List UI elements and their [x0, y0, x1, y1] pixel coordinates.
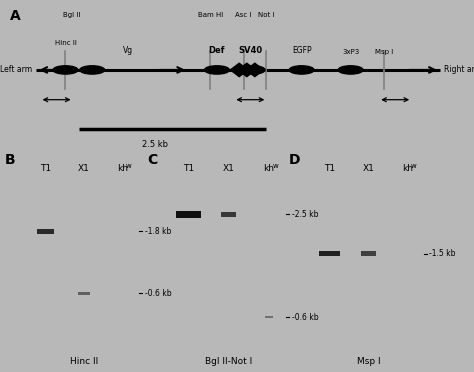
Circle shape [204, 66, 229, 74]
Text: Def: Def [209, 46, 225, 55]
Text: 2.5 kb: 2.5 kb [142, 140, 168, 149]
Polygon shape [230, 63, 248, 77]
Text: Hinc II: Hinc II [55, 40, 76, 46]
Text: C: C [147, 153, 157, 167]
Text: -0.6 kb: -0.6 kb [145, 289, 171, 298]
Text: 3xP3: 3xP3 [342, 49, 359, 55]
Text: X1: X1 [78, 164, 90, 173]
Text: SV40: SV40 [238, 46, 263, 55]
Text: T1: T1 [324, 164, 336, 173]
Bar [265, 316, 273, 318]
Bar [176, 211, 201, 218]
Circle shape [338, 66, 363, 74]
Text: w: w [126, 163, 132, 169]
Bar [78, 292, 91, 295]
Text: Bgl II-Not I: Bgl II-Not I [205, 357, 252, 366]
Text: Asc I: Asc I [236, 12, 252, 18]
Text: Left arm: Left arm [0, 65, 32, 74]
Text: T1: T1 [183, 164, 194, 173]
Bar [319, 251, 340, 256]
Text: -1.8 kb: -1.8 kb [145, 227, 171, 236]
Circle shape [53, 66, 78, 74]
Text: kh: kh [118, 164, 128, 173]
Bar [37, 229, 54, 234]
Text: B: B [5, 153, 15, 167]
Polygon shape [238, 63, 255, 77]
Circle shape [289, 66, 314, 74]
Text: kh: kh [402, 164, 413, 173]
Text: Right arm: Right arm [444, 65, 474, 74]
Text: A: A [10, 9, 20, 23]
Text: Vg: Vg [123, 46, 133, 55]
Circle shape [240, 66, 265, 74]
Text: X1: X1 [223, 164, 235, 173]
Text: D: D [289, 153, 301, 167]
Text: -2.5 kb: -2.5 kb [292, 210, 318, 219]
Bar [221, 212, 237, 217]
Text: Not I: Not I [258, 12, 274, 18]
Text: EGFP: EGFP [292, 46, 311, 55]
Text: kh: kh [264, 164, 274, 173]
Polygon shape [246, 63, 264, 77]
Text: -0.6 kb: -0.6 kb [292, 312, 318, 321]
Bar [361, 251, 376, 256]
Text: Msp I: Msp I [375, 49, 393, 55]
Circle shape [80, 66, 105, 74]
Text: Msp I: Msp I [357, 357, 380, 366]
Text: X1: X1 [363, 164, 374, 173]
Text: T1: T1 [40, 164, 51, 173]
Text: w: w [410, 163, 416, 169]
Text: Bgl II: Bgl II [64, 12, 81, 18]
Text: Hinc II: Hinc II [70, 357, 98, 366]
Text: -1.5 kb: -1.5 kb [429, 249, 456, 258]
Text: Bam HI: Bam HI [198, 12, 223, 18]
Text: w: w [272, 163, 278, 169]
